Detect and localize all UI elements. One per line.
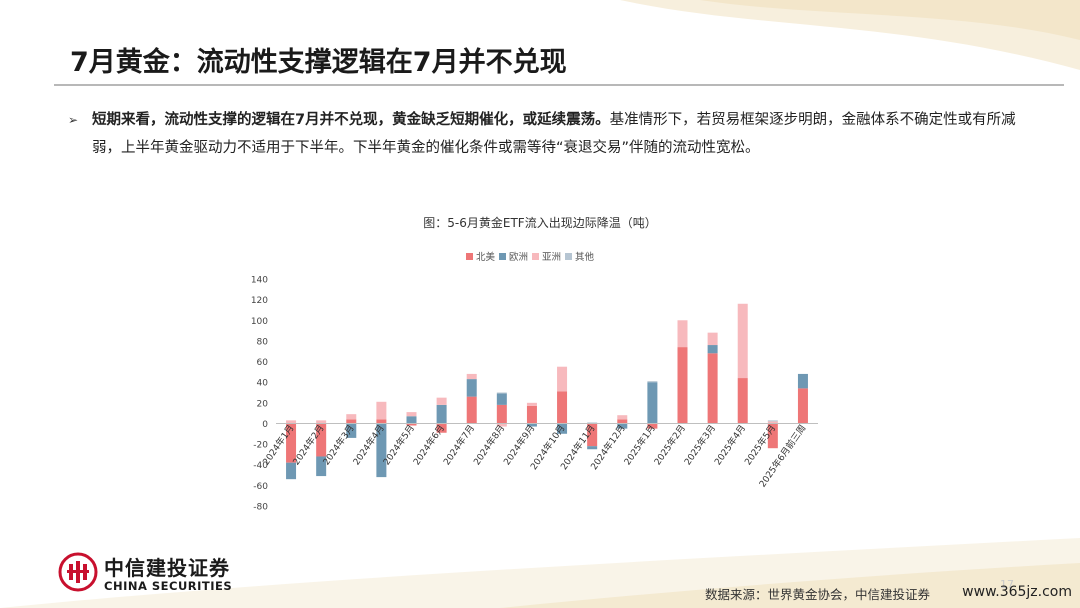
- bar-segment: [466, 396, 477, 424]
- bar-segment: [286, 420, 297, 424]
- bar-segment: [286, 423, 297, 463]
- bar-segment: [376, 401, 387, 420]
- y-tick-label: 120: [251, 296, 268, 306]
- bar-segment: [737, 378, 748, 424]
- bar-segment: [767, 421, 778, 424]
- legend-label: 亚洲: [542, 252, 561, 263]
- bullet-normal-text: 基准情形下，若贸易框架逐步明朗，金融体系不确定性或有所减弱，上半年黄金驱动力不适…: [92, 112, 1016, 156]
- bar-segment: [346, 423, 357, 438]
- bar-segment: [526, 402, 537, 406]
- bar-segment: [406, 423, 417, 426]
- y-tick-label: -20: [253, 441, 268, 451]
- bar-segment: [587, 422, 598, 424]
- y-tick-label: -80: [253, 503, 268, 513]
- legend-swatch: [499, 253, 506, 260]
- legend-swatch: [565, 253, 572, 260]
- bar-segment: [496, 392, 507, 394]
- china-securities-logo-icon: [58, 552, 98, 592]
- bar-segment: [797, 373, 808, 389]
- bar-segment: [376, 419, 387, 424]
- bar-segment: [647, 423, 658, 429]
- title-divider: [54, 84, 1064, 86]
- bar-segment: [346, 419, 357, 424]
- bar-segment: [557, 391, 568, 424]
- bar-segment: [526, 423, 537, 427]
- y-tick-label: 0: [262, 420, 268, 430]
- y-tick-label: 20: [257, 399, 269, 409]
- bullet-text: 短期来看，流动性支撑的逻辑在7月并不兑现，黄金缺乏短期催化，或延续震荡。基准情形…: [92, 106, 1028, 162]
- bar-segment: [406, 412, 417, 417]
- bar-segment: [376, 423, 387, 478]
- bar-segment: [316, 456, 327, 477]
- bar-segment: [797, 388, 808, 424]
- bar-segment: [707, 353, 718, 424]
- y-tick-label: 140: [251, 276, 268, 286]
- bar-segment: [436, 404, 447, 424]
- bar-segment: [557, 366, 568, 392]
- y-tick-label: -40: [253, 461, 268, 471]
- bar-segment: [286, 462, 297, 480]
- bar-segment: [647, 382, 658, 424]
- y-tick-label: 60: [257, 358, 269, 368]
- bar-segment: [557, 423, 568, 434]
- y-tick-label: -60: [253, 482, 268, 492]
- legend-label: 北美: [476, 251, 496, 263]
- bar-segment: [767, 423, 778, 449]
- page-number: 17: [1000, 578, 1014, 591]
- logo-english-name: CHINA SECURITIES: [104, 579, 233, 593]
- bar-segment: [526, 405, 537, 424]
- watermark-text: www.365jz.com: [962, 584, 1072, 600]
- y-tick-label: 100: [251, 317, 268, 327]
- page-title: 7月黄金：流动性支撑逻辑在7月并不兑现: [70, 47, 567, 78]
- bar-segment: [617, 415, 628, 420]
- arrow-bullet-icon: ➢: [68, 113, 79, 127]
- bar-segment: [587, 423, 598, 447]
- bar-segment: [617, 423, 628, 429]
- bar-segment: [617, 419, 628, 424]
- bar-segment: [496, 423, 507, 427]
- bullet-bold-text: 短期来看，流动性支撑的逻辑在7月并不兑现，黄金缺乏短期催化，或延续震荡。: [92, 112, 610, 128]
- bar-segment: [496, 404, 507, 424]
- bar-segment: [436, 423, 447, 433]
- bar-segment: [466, 373, 477, 380]
- bar-segment: [587, 446, 598, 450]
- bar-segment: [767, 420, 778, 422]
- source-note: 数据来源：世界黄金协会，中信建投证券: [704, 587, 930, 602]
- bar-segment: [737, 303, 748, 379]
- bar-segment: [316, 423, 327, 457]
- legend-label: 欧洲: [509, 251, 528, 263]
- bar-segment: [707, 332, 718, 346]
- legend-label: 其他: [575, 251, 595, 263]
- y-tick-label: 80: [257, 337, 269, 347]
- bar-segment: [496, 393, 507, 405]
- y-tick-label: 40: [257, 379, 269, 389]
- bar-segment: [436, 397, 447, 405]
- legend-swatch: [466, 253, 473, 260]
- bullet-paragraph: ➢ 短期来看，流动性支撑的逻辑在7月并不兑现，黄金缺乏短期催化，或延续震荡。基准…: [68, 106, 1028, 162]
- bar-segment: [316, 420, 327, 424]
- chart-title: 图：5-6月黄金ETF流入出现边际降温（吨）: [423, 216, 657, 230]
- bar-segment: [677, 320, 688, 348]
- bar-segment: [346, 414, 357, 420]
- bar-segment: [466, 379, 477, 397]
- bar-segment: [406, 416, 417, 424]
- logo-chinese-name: 中信建投证券: [104, 556, 230, 580]
- legend-swatch: [532, 253, 539, 260]
- bar-segment: [707, 345, 718, 354]
- bar-segment: [677, 347, 688, 424]
- bar-segment: [647, 381, 658, 383]
